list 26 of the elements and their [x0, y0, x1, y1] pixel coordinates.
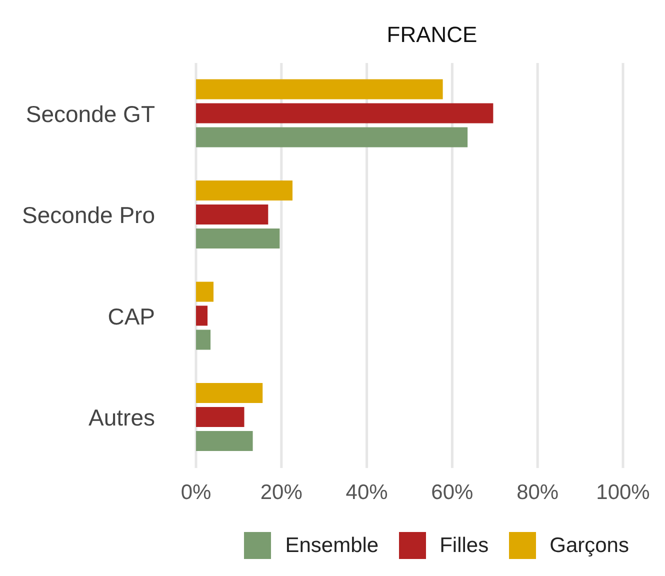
- bar: [196, 103, 494, 124]
- y-tick-label: Seconde GT: [26, 100, 155, 127]
- y-tick-label: Seconde Pro: [22, 202, 155, 228]
- x-tick-label: 20%: [260, 480, 302, 504]
- bar: [196, 382, 263, 403]
- legend-label: Garçons: [550, 534, 629, 558]
- bar: [196, 127, 468, 148]
- bar: [196, 430, 253, 451]
- x-tick-label: 60%: [431, 480, 474, 504]
- bar: [196, 228, 280, 248]
- chart-title: FRANCE: [386, 22, 478, 47]
- legend-label: Filles: [440, 534, 489, 558]
- x-tick-label: 80%: [516, 480, 559, 504]
- x-tick-label: 100%: [596, 480, 650, 504]
- bar: [196, 180, 292, 200]
- y-tick-label: CAP: [108, 303, 155, 330]
- bar: [196, 306, 208, 326]
- bar: [196, 406, 244, 427]
- bar: [196, 282, 214, 302]
- bar: [196, 79, 443, 100]
- legend-label: Ensemble: [285, 534, 379, 558]
- x-tick-label: 40%: [346, 480, 388, 504]
- bar: [196, 204, 268, 224]
- x-tick-label: 0%: [180, 480, 212, 504]
- bar: [196, 330, 211, 350]
- y-tick-label: Autres: [88, 404, 155, 431]
